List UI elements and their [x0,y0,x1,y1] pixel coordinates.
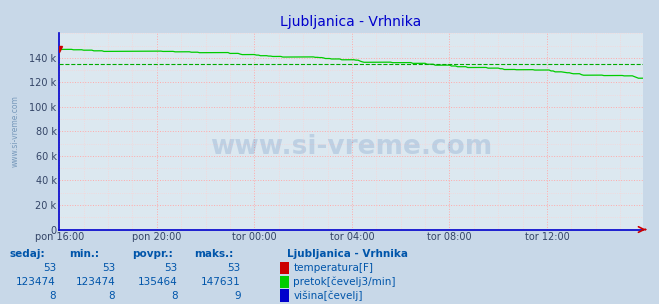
Text: 8: 8 [109,291,115,301]
Text: pretok[čevelj3/min]: pretok[čevelj3/min] [293,276,396,287]
Text: 8: 8 [49,291,56,301]
Text: 123474: 123474 [76,277,115,287]
Text: 147631: 147631 [201,277,241,287]
Text: 53: 53 [102,263,115,273]
Title: Ljubljanica - Vrhnika: Ljubljanica - Vrhnika [280,16,422,29]
Text: www.si-vreme.com: www.si-vreme.com [210,134,492,160]
Text: min.:: min.: [69,249,100,259]
Text: 123474: 123474 [16,277,56,287]
Text: temperatura[F]: temperatura[F] [293,263,373,273]
Text: povpr.:: povpr.: [132,249,173,259]
Text: 135464: 135464 [138,277,178,287]
Text: 53: 53 [227,263,241,273]
Text: maks.:: maks.: [194,249,234,259]
Text: www.si-vreme.com: www.si-vreme.com [11,95,20,168]
Text: 53: 53 [165,263,178,273]
Text: sedaj:: sedaj: [10,249,45,259]
Text: 9: 9 [234,291,241,301]
Text: 53: 53 [43,263,56,273]
Text: Ljubljanica - Vrhnika: Ljubljanica - Vrhnika [287,249,408,259]
Text: 8: 8 [171,291,178,301]
Text: višina[čevelj]: višina[čevelj] [293,290,362,301]
